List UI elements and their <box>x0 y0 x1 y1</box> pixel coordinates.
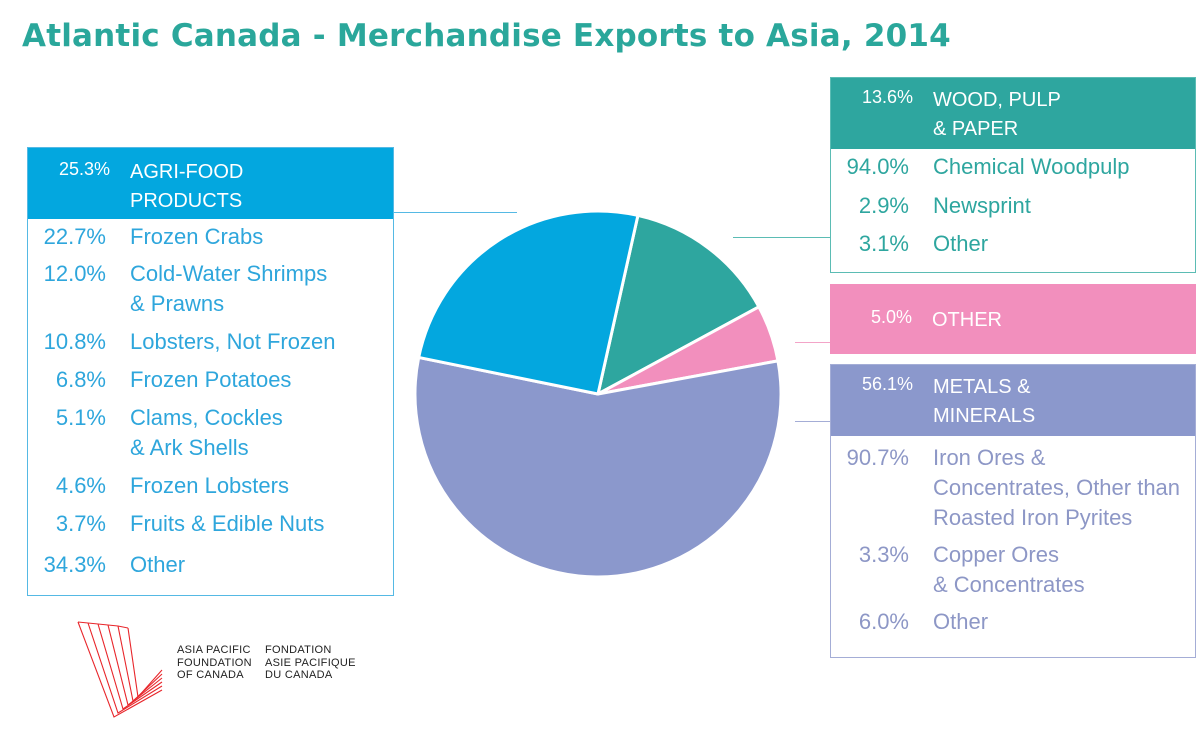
agri-item: 5.1% Clams, Cockles & Ark Shells <box>28 403 283 463</box>
item-label: Other <box>933 609 989 634</box>
item-label-line-2: Concentrates, Other than <box>933 475 1181 500</box>
item-label-line-2: & Concentrates <box>933 572 1085 597</box>
item-label: Iron Ores & <box>933 445 1046 470</box>
metals-item: 3.3% Copper Ores & Concentrates <box>831 540 1085 600</box>
item-percent: 90.7% <box>846 445 909 470</box>
other-panel: 5.0% OTHER <box>830 284 1196 354</box>
wood-pulp-paper-header: 13.6% WOOD, PULP & PAPER <box>831 78 1195 149</box>
item-label: Newsprint <box>933 193 1031 218</box>
agri-item: 3.7% Fruits & Edible Nuts <box>28 509 325 539</box>
item-label: Clams, Cockles <box>130 405 283 430</box>
item-percent: 10.8% <box>43 329 106 354</box>
agri-item: 12.0% Cold-Water Shrimps & Prawns <box>28 259 328 319</box>
item-percent: 2.9% <box>858 193 909 218</box>
item-label: Fruits & Edible Nuts <box>130 511 325 536</box>
connector-wood <box>733 237 830 238</box>
item-label: Frozen Lobsters <box>130 473 289 498</box>
connector-metals <box>795 421 830 422</box>
wood-item: 94.0% Chemical Woodpulp <box>831 152 1130 182</box>
wood-item: 3.1% Other <box>831 229 988 259</box>
other-header: 5.0% OTHER <box>830 284 1196 354</box>
agri-food-percent: 25.3% <box>58 159 110 179</box>
metals-minerals-header: 56.1% METALS & MINERALS <box>831 365 1195 436</box>
wood-item: 2.9% Newsprint <box>831 191 1031 221</box>
agri-item: 34.3% Other <box>28 550 185 580</box>
wood-label-line-2: & PAPER <box>933 118 1019 140</box>
item-percent: 6.0% <box>858 609 909 634</box>
other-label: OTHER <box>932 309 1002 331</box>
item-percent: 5.1% <box>55 405 106 430</box>
pie-slice-metals-minerals <box>413 355 783 579</box>
item-percent: 4.6% <box>55 473 106 498</box>
connector-other <box>795 342 830 343</box>
item-label: Chemical Woodpulp <box>933 154 1130 179</box>
item-label: Frozen Crabs <box>130 224 264 249</box>
item-label-line-2: & Prawns <box>130 291 225 316</box>
metals-item: 90.7% Iron Ores & Concentrates, Other th… <box>831 443 1180 533</box>
item-label-line-2: & Ark Shells <box>130 435 249 460</box>
item-label: Other <box>933 231 989 256</box>
logo-text-en: ASIA PACIFIC FOUNDATION OF CANADA <box>177 644 252 681</box>
pie-slice-agri-food-products <box>417 209 640 396</box>
item-label: Cold-Water Shrimps <box>130 261 328 286</box>
wood-label-line-1: WOOD, PULP <box>933 89 1061 111</box>
agri-item: 10.8% Lobsters, Not Frozen <box>28 327 336 357</box>
item-percent: 3.7% <box>55 511 106 536</box>
item-percent: 34.3% <box>43 552 106 577</box>
metals-minerals-panel: 56.1% METALS & MINERALS 90.7% Iron Ores … <box>830 364 1196 658</box>
connector-agri <box>393 212 517 213</box>
agri-food-header: 25.3% AGRI-FOOD PRODUCTS <box>28 148 393 219</box>
item-label: Copper Ores <box>933 542 1059 567</box>
metals-label-line-2: MINERALS <box>933 405 1036 427</box>
item-label: Other <box>130 552 186 577</box>
agri-item: 22.7% Frozen Crabs <box>28 222 264 252</box>
item-label: Frozen Potatoes <box>130 367 292 392</box>
metals-item: 6.0% Other <box>831 607 988 637</box>
chart-title: Atlantic Canada - Merchandise Exports to… <box>22 18 951 54</box>
metals-label-line-1: METALS & <box>933 376 1031 398</box>
wood-pulp-paper-panel: 13.6% WOOD, PULP & PAPER 94.0% Chemical … <box>830 77 1196 273</box>
item-label-line-3: Roasted Iron Pyrites <box>933 505 1133 530</box>
item-percent: 6.8% <box>55 367 106 392</box>
agri-food-label-line-1: AGRI-FOOD <box>130 161 244 183</box>
foundation-logo-mark-icon <box>77 621 163 718</box>
pie-slice-wood-pulp-paper <box>596 213 761 396</box>
other-percent: 5.0% <box>870 307 912 327</box>
item-percent: 12.0% <box>43 261 106 286</box>
agri-food-panel: 25.3% AGRI-FOOD PRODUCTS 22.7% Frozen Cr… <box>27 147 394 596</box>
agri-item: 6.8% Frozen Potatoes <box>28 365 292 395</box>
agri-item: 4.6% Frozen Lobsters <box>28 471 289 501</box>
asia-pacific-foundation-logo: ASIA PACIFIC FOUNDATION OF CANADA FONDAT… <box>76 620 376 720</box>
agri-food-label-line-2: PRODUCTS <box>130 190 243 212</box>
wood-pulp-paper-percent: 13.6% <box>861 87 913 107</box>
item-percent: 3.1% <box>858 231 909 256</box>
item-percent: 94.0% <box>846 154 909 179</box>
item-percent: 22.7% <box>43 224 106 249</box>
item-percent: 3.3% <box>858 542 909 567</box>
item-label: Lobsters, Not Frozen <box>130 329 336 354</box>
metals-minerals-percent: 56.1% <box>861 374 913 394</box>
logo-text-fr: FONDATION ASIE PACIFIQUE DU CANADA <box>265 644 356 681</box>
